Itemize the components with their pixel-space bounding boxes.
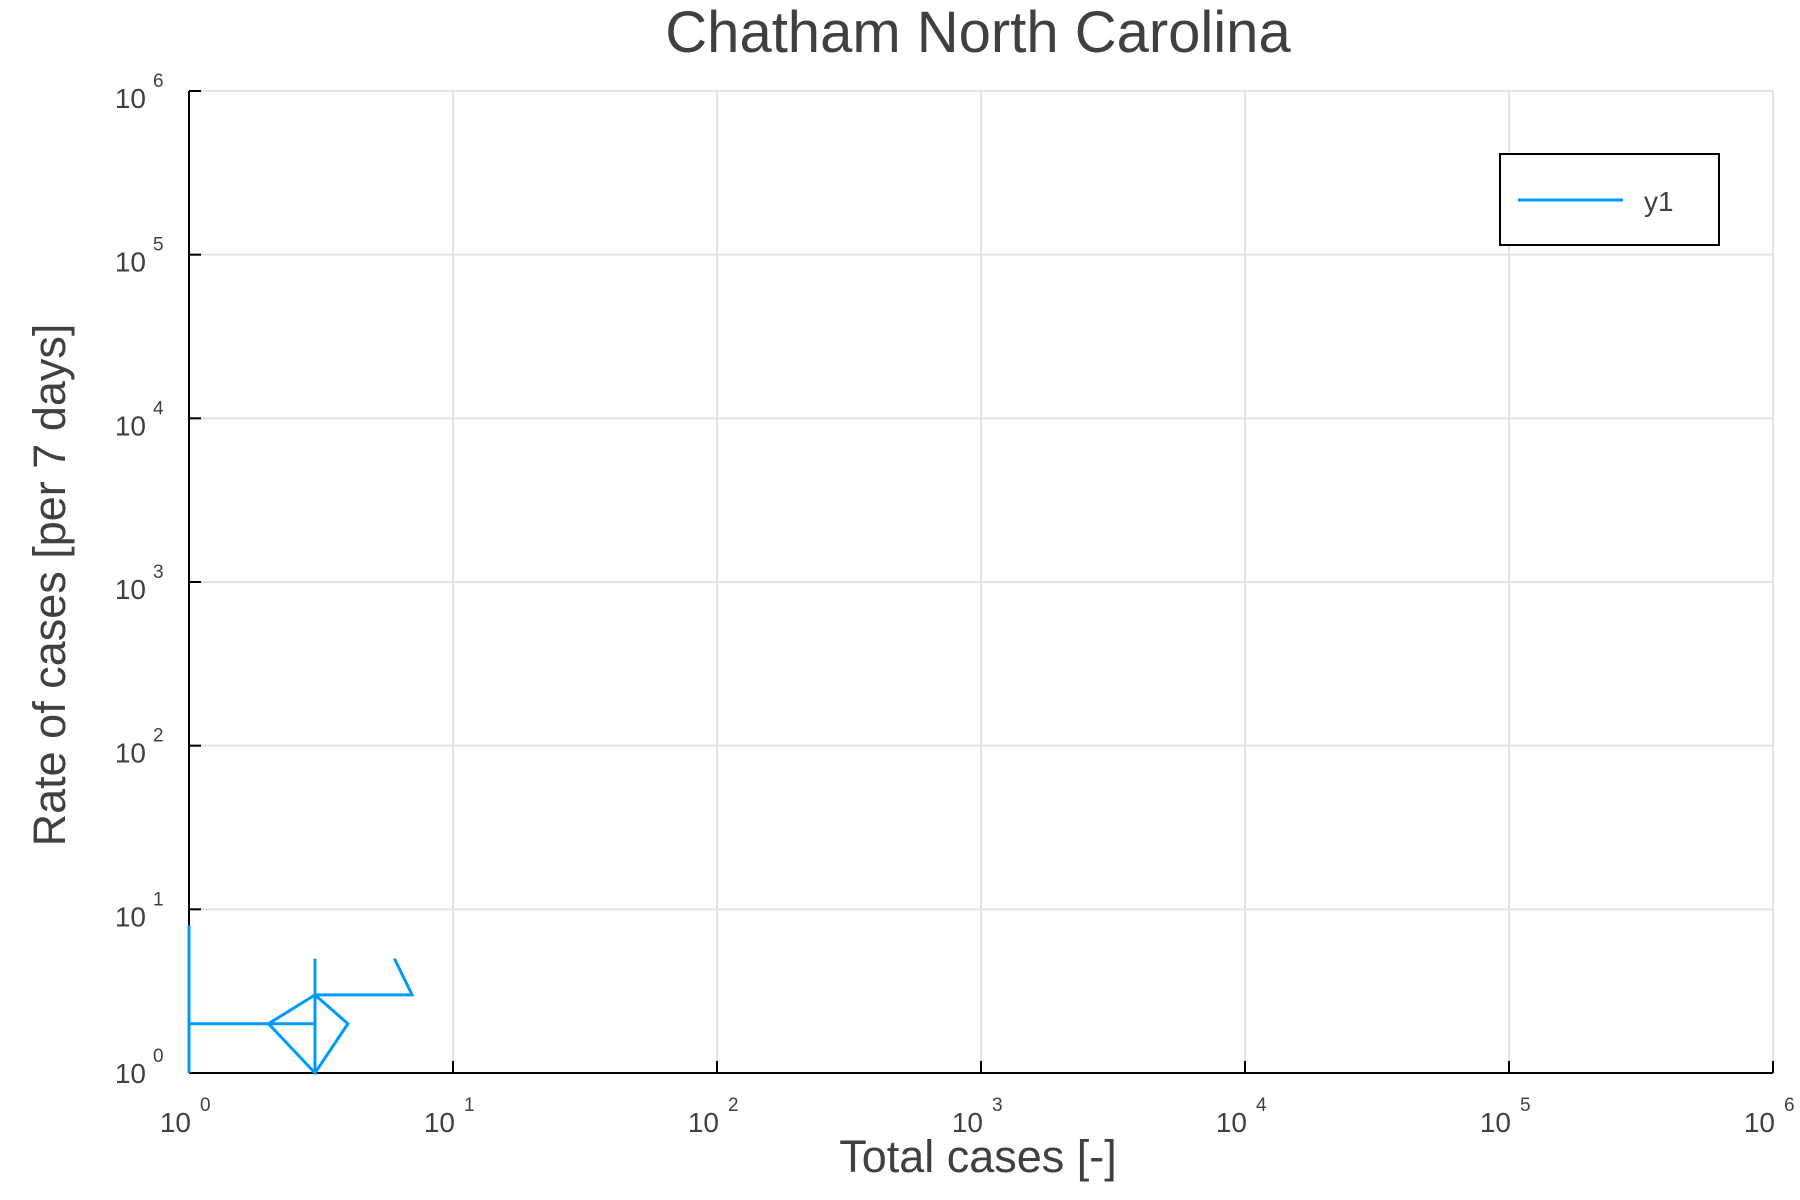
y-tick-label: 10 4 [115, 398, 164, 441]
y-tick-base: 10 [115, 247, 146, 278]
y-tick-label: 10 5 [115, 235, 164, 278]
y-axis-label: Rate of cases [per 7 days] [24, 324, 75, 847]
legend-label: y1 [1644, 186, 1674, 217]
x-tick-exponent: 1 [464, 1095, 475, 1116]
x-axis-label: Total cases [-] [839, 1131, 1117, 1182]
y-tick-base: 10 [115, 901, 146, 932]
y-tick-base: 10 [115, 574, 146, 605]
y-tick-base: 10 [115, 1058, 146, 1089]
y-tick-base: 10 [115, 410, 146, 441]
y-tick-exponent: 3 [153, 562, 164, 583]
y-tick-base: 10 [115, 83, 146, 114]
x-tick-base: 10 [688, 1107, 719, 1138]
x-tick-labels: 10 0 10 1 10 2 10 3 10 4 10 5 10 6 [160, 1095, 1795, 1138]
y-tick-exponent: 5 [153, 235, 164, 256]
x-tick-exponent: 5 [1520, 1095, 1531, 1116]
x-tick-label: 10 4 [1216, 1095, 1267, 1138]
x-tick-label: 10 0 [160, 1095, 211, 1138]
x-tick-exponent: 0 [200, 1095, 211, 1116]
y-tick-label: 10 6 [115, 71, 164, 114]
x-tick-exponent: 4 [1256, 1095, 1267, 1116]
x-tick-base: 10 [1744, 1107, 1775, 1138]
x-tick-label: 10 5 [1480, 1095, 1531, 1138]
y-tick-exponent: 0 [153, 1046, 164, 1067]
x-tick-label: 10 1 [424, 1095, 475, 1138]
x-tick-exponent: 3 [992, 1095, 1003, 1116]
grid [188, 90, 1774, 1074]
x-tick-base: 10 [952, 1107, 983, 1138]
series-line-y1 [187, 925, 415, 1076]
series [187, 925, 415, 1076]
x-tick-exponent: 6 [1784, 1095, 1795, 1116]
y-tick-base: 10 [115, 738, 146, 769]
y-tick-labels: 10 0 10 1 10 2 10 3 10 4 10 5 10 6 [115, 71, 164, 1089]
y-tick-label: 10 0 [115, 1046, 164, 1089]
x-tick-exponent: 2 [728, 1095, 739, 1116]
chart-title: Chatham North Carolina [665, 0, 1291, 65]
legend: y1 [1499, 153, 1720, 246]
x-tick-base: 10 [1216, 1107, 1247, 1138]
y-tick-exponent: 2 [153, 726, 164, 747]
y-tick-label: 10 3 [115, 562, 164, 605]
x-tick-base: 10 [160, 1107, 191, 1138]
y-tick-label: 10 2 [115, 726, 164, 769]
x-tick-label: 10 2 [688, 1095, 739, 1138]
y-tick-label: 10 1 [115, 889, 164, 932]
x-tick-label: 10 3 [952, 1095, 1003, 1138]
y-tick-exponent: 1 [153, 889, 164, 910]
y-tick-exponent: 4 [153, 398, 164, 419]
x-tick-base: 10 [424, 1107, 455, 1138]
y-tick-exponent: 6 [153, 71, 164, 92]
axes [188, 90, 1774, 1074]
x-tick-base: 10 [1480, 1107, 1511, 1138]
x-tick-label: 10 6 [1744, 1095, 1795, 1138]
